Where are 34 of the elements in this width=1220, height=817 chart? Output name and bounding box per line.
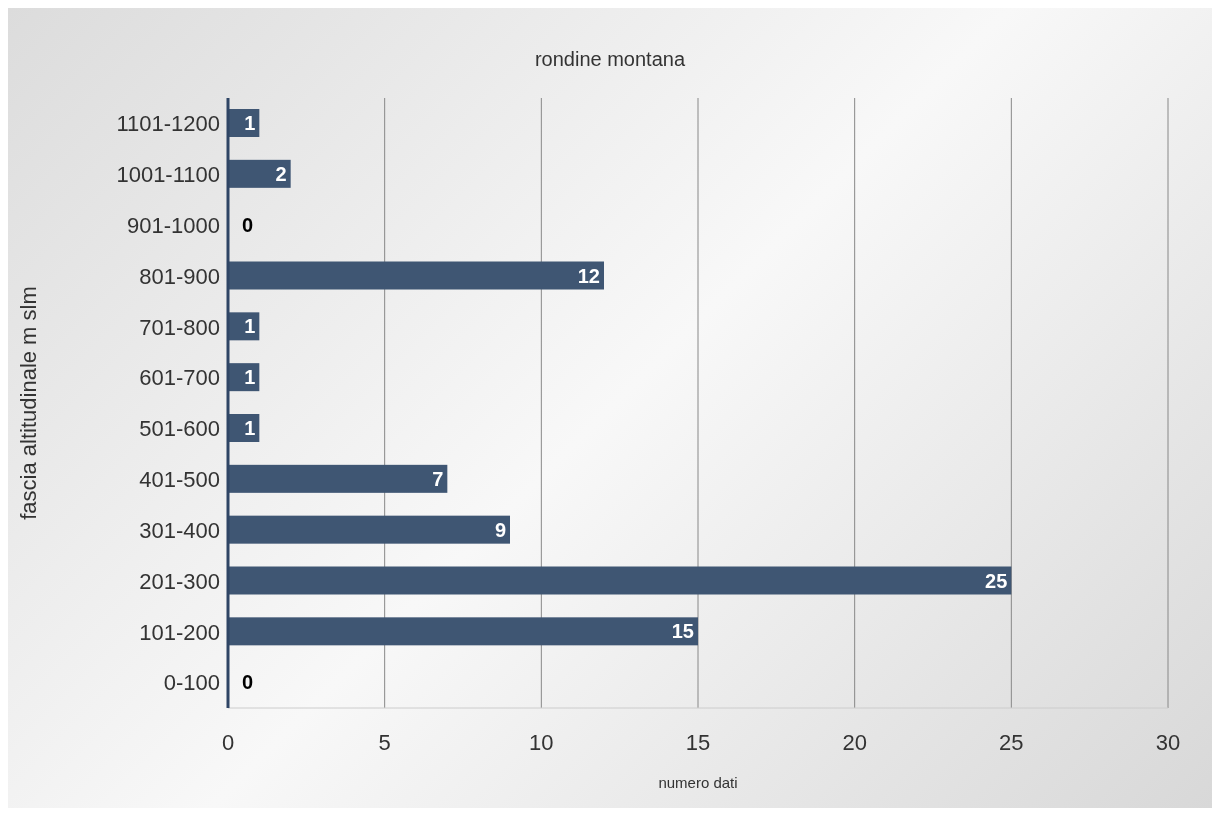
data-label: 15	[671, 620, 694, 643]
y-tick-label: 501-600	[139, 416, 220, 442]
data-label: 1	[244, 315, 256, 338]
x-tick-label: 25	[999, 729, 1024, 755]
y-tick-label: 901-1000	[127, 212, 220, 238]
chart-title: rondine montana	[533, 47, 687, 72]
data-label: 2	[275, 162, 287, 185]
y-axis-title: fascia altitudinale m slm	[15, 286, 41, 520]
y-tick-label: 101-200	[139, 619, 220, 645]
y-tick-label: 301-400	[139, 517, 220, 543]
data-label: 1	[244, 417, 256, 439]
data-label: 0	[242, 213, 254, 236]
x-tick-label: 5	[378, 729, 391, 755]
x-tick-label: 10	[529, 729, 554, 755]
data-label: 25	[985, 569, 1008, 592]
data-label: 9	[494, 518, 506, 541]
y-tick-label: 1001-1100	[116, 162, 220, 188]
y-tick-label: 201-300	[139, 568, 220, 594]
data-label: 12	[577, 264, 600, 287]
x-tick-label: 15	[685, 729, 711, 755]
x-tick-label: 30	[1155, 729, 1181, 755]
x-tick-label: 0	[221, 729, 235, 755]
x-tick-label: 20	[842, 729, 867, 755]
y-tick-label: 1101-1200	[116, 111, 220, 137]
x-axis-title: numero dati	[658, 774, 738, 791]
data-label: 7	[432, 467, 444, 490]
data-label: 0	[242, 671, 254, 694]
y-tick-label: 601-700	[139, 365, 220, 391]
y-tick-label: 0-100	[163, 670, 220, 696]
y-tick-label: 801-900	[139, 263, 220, 289]
y-tick-label: 401-500	[139, 467, 220, 493]
data-label: 1	[244, 366, 256, 389]
y-tick-label: 701-800	[139, 314, 220, 340]
data-label: 1	[244, 112, 256, 134]
